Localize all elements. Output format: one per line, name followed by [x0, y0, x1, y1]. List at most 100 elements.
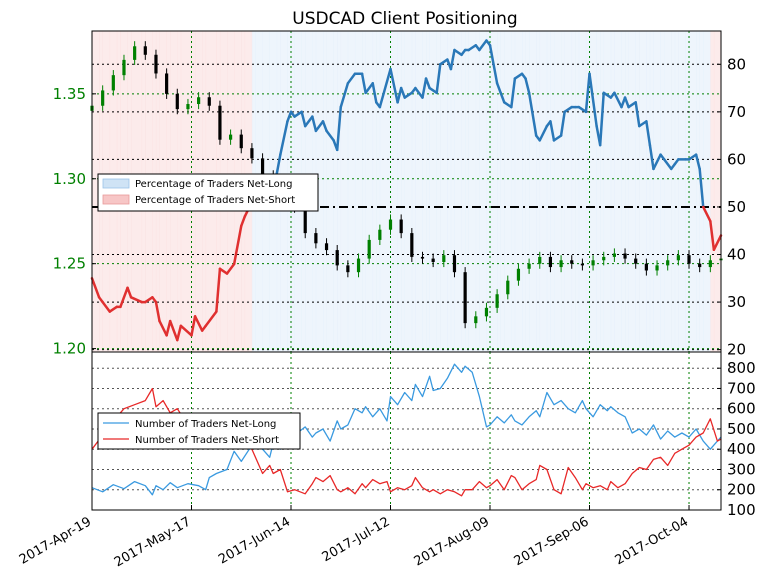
sentiment-fill-band	[422, 31, 427, 352]
net-long-segment	[399, 86, 406, 99]
sentiment-fill-band	[639, 31, 647, 352]
net-long-segment	[325, 129, 335, 142]
legend-count-short-label: Number of Traders Net-Short	[135, 435, 279, 446]
count-tick-label: 500	[727, 420, 756, 438]
sentiment-fill-band	[440, 31, 448, 352]
sentiment-fill-band	[653, 31, 661, 352]
sentiment-fill-band	[479, 31, 487, 352]
candle-body	[239, 134, 243, 149]
upper-panel: 1.20 1.25 1.30 1.35 20 30 40 50 60 70 80 Percenta…	[53, 30, 746, 359]
candle-body	[431, 258, 435, 262]
date-tick-label: 2017-May-17	[112, 514, 194, 570]
chart-title: USDCAD Client Positioning	[292, 9, 517, 29]
sentiment-fill-band	[426, 31, 430, 352]
sentiment-fill-band	[664, 31, 672, 352]
net-long-segment	[638, 120, 648, 128]
percentage-axis-ticks: 20 30 40 50 60 70 80	[717, 55, 746, 359]
net-long-segment	[510, 77, 517, 109]
net-long-segment	[165, 319, 172, 337]
net-long-segment	[204, 310, 218, 328]
net-long-segment	[335, 105, 343, 152]
candle-body	[367, 239, 371, 259]
net-long-segment	[467, 44, 478, 52]
net-long-segment	[154, 300, 161, 323]
sentiment-fill-band	[674, 31, 679, 352]
net-long-segment	[378, 67, 392, 109]
sentiment-fill-band	[372, 31, 377, 352]
sentiment-fill-band	[468, 31, 477, 352]
net-long-segment	[698, 167, 705, 209]
sentiment-fill-band	[553, 31, 562, 352]
net-long-segment	[563, 105, 573, 114]
net-short-legend-swatch	[102, 194, 130, 205]
percentage-tick-label: 50	[727, 198, 746, 216]
sentiment-fill-band	[575, 31, 580, 352]
upper-legend-box	[97, 173, 319, 212]
candle-body	[122, 59, 126, 76]
sentiment-fill-band	[322, 31, 327, 352]
percentage-tick-label: 30	[727, 293, 746, 311]
candle-body	[346, 265, 350, 273]
candle-body	[175, 93, 179, 110]
candle-body	[442, 255, 446, 262]
net-long-segment	[360, 72, 367, 95]
sentiment-fill-band	[397, 31, 402, 352]
net-long-segment	[179, 324, 193, 337]
candle-body	[602, 256, 606, 261]
net-long-segment	[414, 86, 424, 99]
net-long-segment	[584, 72, 591, 114]
sentiment-fill-band	[536, 31, 541, 352]
candle-body	[101, 90, 105, 106]
net-long-segment	[709, 219, 716, 252]
sentiment-fill-band	[678, 31, 686, 352]
net-long-segment	[119, 286, 129, 309]
lower-legend-box	[97, 412, 301, 450]
net-long-segment	[275, 153, 282, 175]
net-long-segment	[634, 101, 641, 128]
candle-body	[538, 256, 542, 264]
net-long-segment	[126, 286, 133, 299]
sentiment-fill-band	[497, 31, 501, 352]
sentiment-fill-band	[454, 31, 462, 352]
sentiment-fill-band	[585, 31, 590, 352]
net-long-segment	[527, 91, 538, 137]
candle-body	[463, 272, 467, 324]
net-long-segment	[502, 101, 513, 109]
sentiment-fill-band	[511, 31, 516, 352]
candle-body	[698, 263, 702, 268]
sentiment-fill-band	[415, 31, 423, 352]
sentiment-fill-band	[596, 31, 601, 352]
percentage-tick-label: 70	[727, 103, 746, 121]
candle-body	[314, 233, 318, 244]
sentiment-fill-band	[326, 31, 334, 352]
net-long-segment	[339, 82, 350, 109]
net-long-segment	[364, 82, 374, 95]
sentiment-fill-band	[340, 31, 349, 352]
candle-body	[676, 255, 680, 261]
candle-body	[708, 260, 712, 268]
candle-body	[324, 243, 329, 251]
legend-net-short-label: Percentage of Traders Net-Short	[135, 195, 295, 206]
sentiment-fill-band	[390, 31, 398, 352]
net-long-segment	[396, 86, 403, 104]
candle-body	[612, 253, 616, 257]
sentiment-fill-band	[347, 31, 356, 352]
price-tick-label: 1.20	[53, 340, 86, 358]
lower-panel: 100 200 300 400 500 600 700 800 Number of Trade…	[91, 351, 756, 519]
candle-body	[623, 253, 627, 259]
sentiment-fill-band	[521, 31, 526, 352]
sentiment-fill-band	[379, 31, 391, 352]
price-tick-label: 1.25	[53, 255, 86, 273]
net-long-segment	[168, 319, 179, 342]
sentiment-fill-band	[685, 31, 690, 352]
net-long-segment	[623, 96, 630, 109]
net-long-segment	[552, 134, 563, 142]
candle-body	[111, 75, 115, 91]
sentiment-fill-band	[525, 31, 530, 352]
sentiment-fill-band	[710, 31, 715, 352]
net-long-segment	[613, 91, 623, 109]
net-long-segment	[694, 153, 701, 171]
sentiment-fill-band	[561, 31, 565, 352]
count-tick-label: 100	[727, 501, 756, 519]
lower-grid	[91, 352, 721, 510]
